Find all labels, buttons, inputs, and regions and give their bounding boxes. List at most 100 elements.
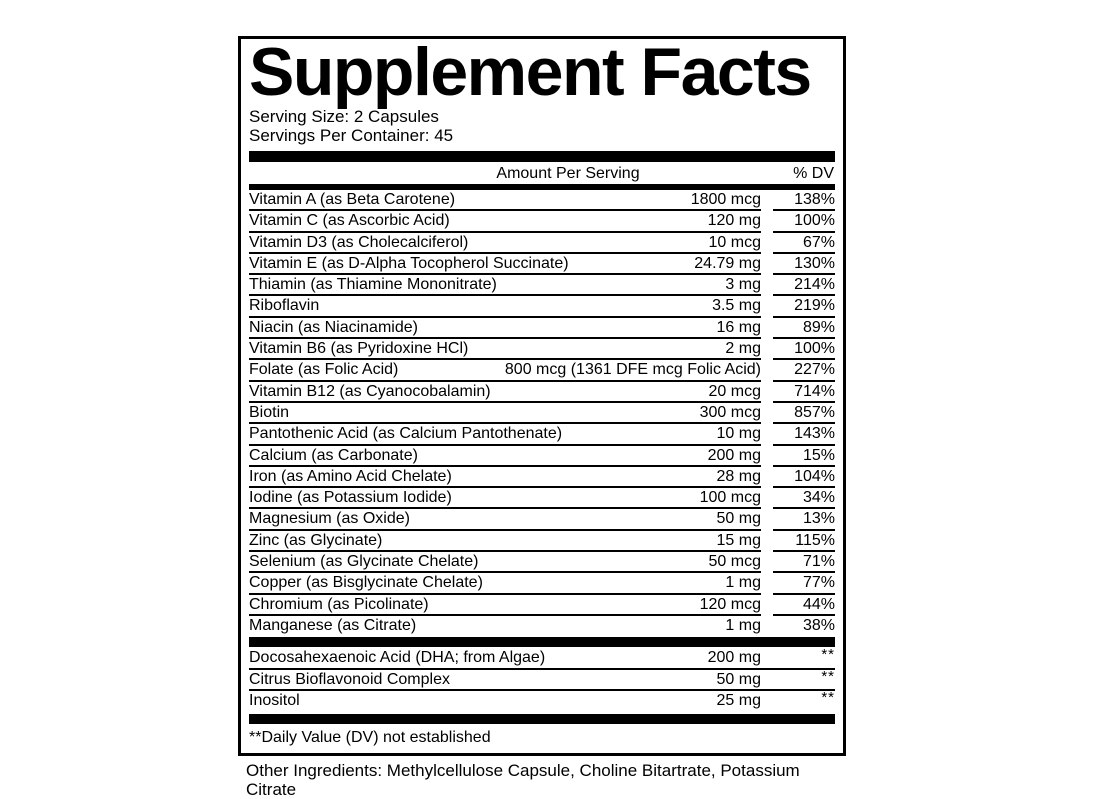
nutrient-row: Vitamin D3 (as Cholecalciferol) 10 mcg 6… — [249, 233, 835, 254]
nutrient-name: Magnesium (as Oxide) — [249, 510, 410, 528]
nutrient-row: Pantothenic Acid (as Calcium Pantothenat… — [249, 424, 835, 446]
nutrient-dv: 138% — [773, 190, 835, 212]
nutrient-amount: 120 mcg — [699, 595, 761, 613]
nutrient-amount: 2 mg — [725, 340, 761, 358]
nutrient-amount: 50 mg — [716, 510, 761, 528]
nutrient-name: Vitamin B12 (as Cyanocobalamin) — [249, 382, 491, 400]
nutrient-name: Niacin (as Niacinamide) — [249, 318, 418, 336]
nutrient-row: Manganese (as Citrate) 1 mg 38% — [249, 616, 835, 635]
nutrient-row: Docosahexaenoic Acid (DHA; from Algae) 2… — [249, 646, 835, 670]
nutrient-row: Thiamin (as Thiamine Mononitrate) 3 mg 2… — [249, 275, 835, 297]
nutrient-row: Vitamin B6 (as Pyridoxine HCl) 2 mg 100% — [249, 339, 835, 361]
nutrient-dv: 44% — [773, 595, 835, 616]
other-nutrient-rows: Docosahexaenoic Acid (DHA; from Algae) 2… — [249, 646, 835, 711]
nutrient-row: Iron (as Amino Acid Chelate) 28 mg 104% — [249, 467, 835, 489]
nutrient-name: Biotin — [249, 403, 290, 421]
nutrient-amount: 24.79 mg — [694, 254, 761, 272]
amount-per-serving-header: Amount Per Serving — [496, 165, 640, 182]
nutrient-name: Vitamin B6 (as Pyridoxine HCl) — [249, 340, 469, 358]
nutrient-dv: 130% — [773, 254, 835, 276]
nutrient-amount: 1800 mcg — [690, 191, 761, 208]
nutrient-row: Vitamin E (as D-Alpha Tocopherol Succina… — [249, 254, 835, 276]
nutrient-amount: 10 mcg — [708, 233, 761, 251]
nutrient-amount: 16 mg — [716, 318, 761, 336]
nutrient-name: Manganese (as Citrate) — [249, 616, 417, 634]
column-header-row: Amount Per Serving % DV — [249, 162, 835, 184]
nutrient-name: Thiamin (as Thiamine Mononitrate) — [249, 276, 497, 294]
supplement-facts-panel: Supplement Facts Serving Size: 2 Capsule… — [238, 36, 846, 756]
serving-size-text: Serving Size: 2 Capsules — [249, 107, 439, 126]
nutrient-name: Folate (as Folic Acid) — [249, 361, 399, 379]
nutrient-row: Folate (as Folic Acid) 800 mcg (1361 DFE… — [249, 360, 835, 382]
nutrient-dv-asterisks: ** — [821, 646, 835, 664]
nutrient-name: Riboflavin — [249, 297, 320, 315]
nutrient-amount: 1 mg — [725, 616, 761, 634]
nutrient-dv: 71% — [773, 552, 835, 574]
nutrient-dv: 219% — [773, 296, 835, 318]
nutrient-dv: 13% — [773, 509, 835, 531]
nutrient-dv: 857% — [773, 403, 835, 425]
nutrient-dv-asterisks: ** — [821, 689, 835, 707]
nutrient-amount: 300 mcg — [699, 403, 761, 421]
nutrient-dv: 100% — [773, 339, 835, 361]
nutrient-dv: 77% — [773, 573, 835, 595]
nutrient-name: Selenium (as Glycinate Chelate) — [249, 553, 479, 571]
nutrient-dv: 714% — [773, 382, 835, 403]
nutrient-name: Docosahexaenoic Acid (DHA; from Algae) — [249, 649, 546, 667]
nutrient-amount: 25 mg — [716, 692, 761, 710]
daily-value-footnote: **Daily Value (DV) not established — [249, 728, 491, 746]
nutrient-dv: 67% — [773, 233, 835, 254]
nutrient-name: Calcium (as Carbonate) — [249, 446, 418, 464]
nutrient-dv: 100% — [773, 211, 835, 233]
nutrient-amount: 800 mcg (1361 DFE mcg Folic Acid) — [504, 361, 761, 379]
nutrient-name: Vitamin E (as D-Alpha Tocopherol Succina… — [249, 254, 569, 272]
nutrient-dv: 38% — [802, 616, 835, 634]
nutrient-name: Vitamin A (as Beta Carotene) — [249, 191, 456, 208]
nutrient-row: Vitamin A (as Beta Carotene) 1800 mcg 13… — [249, 190, 835, 212]
nutrient-row: Inositol 25 mg ** — [249, 689, 835, 711]
nutrient-name: Vitamin C (as Ascorbic Acid) — [249, 212, 450, 230]
nutrient-amount: 120 mg — [707, 212, 761, 230]
servings-per-container-text: Servings Per Container: 45 — [249, 126, 454, 145]
nutrient-amount: 200 mg — [707, 649, 761, 667]
nutrient-name: Pantothenic Acid (as Calcium Pantothenat… — [249, 425, 563, 443]
nutrient-amount: 3 mg — [725, 276, 761, 294]
nutrient-name: Vitamin D3 (as Cholecalciferol) — [249, 233, 469, 251]
nutrient-dv: 34% — [773, 488, 835, 510]
nutrient-name: Zinc (as Glycinate) — [249, 531, 383, 549]
nutrient-name: Iron (as Amino Acid Chelate) — [249, 467, 452, 485]
nutrient-amount: 50 mg — [716, 670, 761, 688]
percent-dv-header: % DV — [793, 165, 834, 182]
nutrient-amount: 15 mg — [716, 531, 761, 549]
nutrient-dv: 227% — [773, 360, 835, 382]
nutrient-name: Iodine (as Potassium Iodide) — [249, 489, 452, 507]
nutrient-row: Magnesium (as Oxide) 50 mg 13% — [249, 509, 835, 531]
nutrient-dv: 143% — [773, 424, 835, 446]
nutrient-amount: 28 mg — [716, 467, 761, 485]
nutrient-amount: 20 mcg — [708, 382, 761, 400]
nutrient-name: Copper (as Bisglycinate Chelate) — [249, 574, 483, 592]
nutrient-amount: 10 mg — [716, 425, 761, 443]
nutrient-dv: 89% — [773, 318, 835, 340]
nutrient-name: Chromium (as Picolinate) — [249, 595, 429, 613]
nutrient-row: Zinc (as Glycinate) 15 mg 115% — [249, 531, 835, 553]
nutrient-row: Niacin (as Niacinamide) 16 mg 89% — [249, 318, 835, 340]
nutrient-row: Biotin 300 mcg 857% — [249, 403, 835, 425]
nutrient-row: Chromium (as Picolinate) 120 mcg 44% — [249, 595, 835, 616]
nutrient-row: Selenium (as Glycinate Chelate) 50 mcg 7… — [249, 552, 835, 574]
nutrient-row: Iodine (as Potassium Iodide) 100 mcg 34% — [249, 488, 835, 510]
bottom-divider-bar — [249, 713, 835, 724]
nutrient-amount: 100 mcg — [699, 489, 761, 507]
panel-title: Supplement Facts — [249, 34, 812, 110]
nutrient-name: Citrus Bioflavonoid Complex — [249, 670, 450, 688]
nutrient-amount: 1 mg — [725, 574, 761, 592]
nutrient-dv: 115% — [773, 531, 835, 553]
header-rule — [249, 184, 835, 190]
nutrient-row: Citrus Bioflavonoid Complex 50 mg ** — [249, 668, 835, 692]
nutrient-amount: 3.5 mg — [712, 297, 761, 315]
nutrient-row: Copper (as Bisglycinate Chelate) 1 mg 77… — [249, 573, 835, 595]
nutrient-dv: 15% — [773, 446, 835, 467]
nutrient-dv: 104% — [773, 467, 835, 489]
nutrient-row: Vitamin C (as Ascorbic Acid) 120 mg 100% — [249, 211, 835, 233]
nutrient-row: Riboflavin 3.5 mg 219% — [249, 296, 835, 318]
